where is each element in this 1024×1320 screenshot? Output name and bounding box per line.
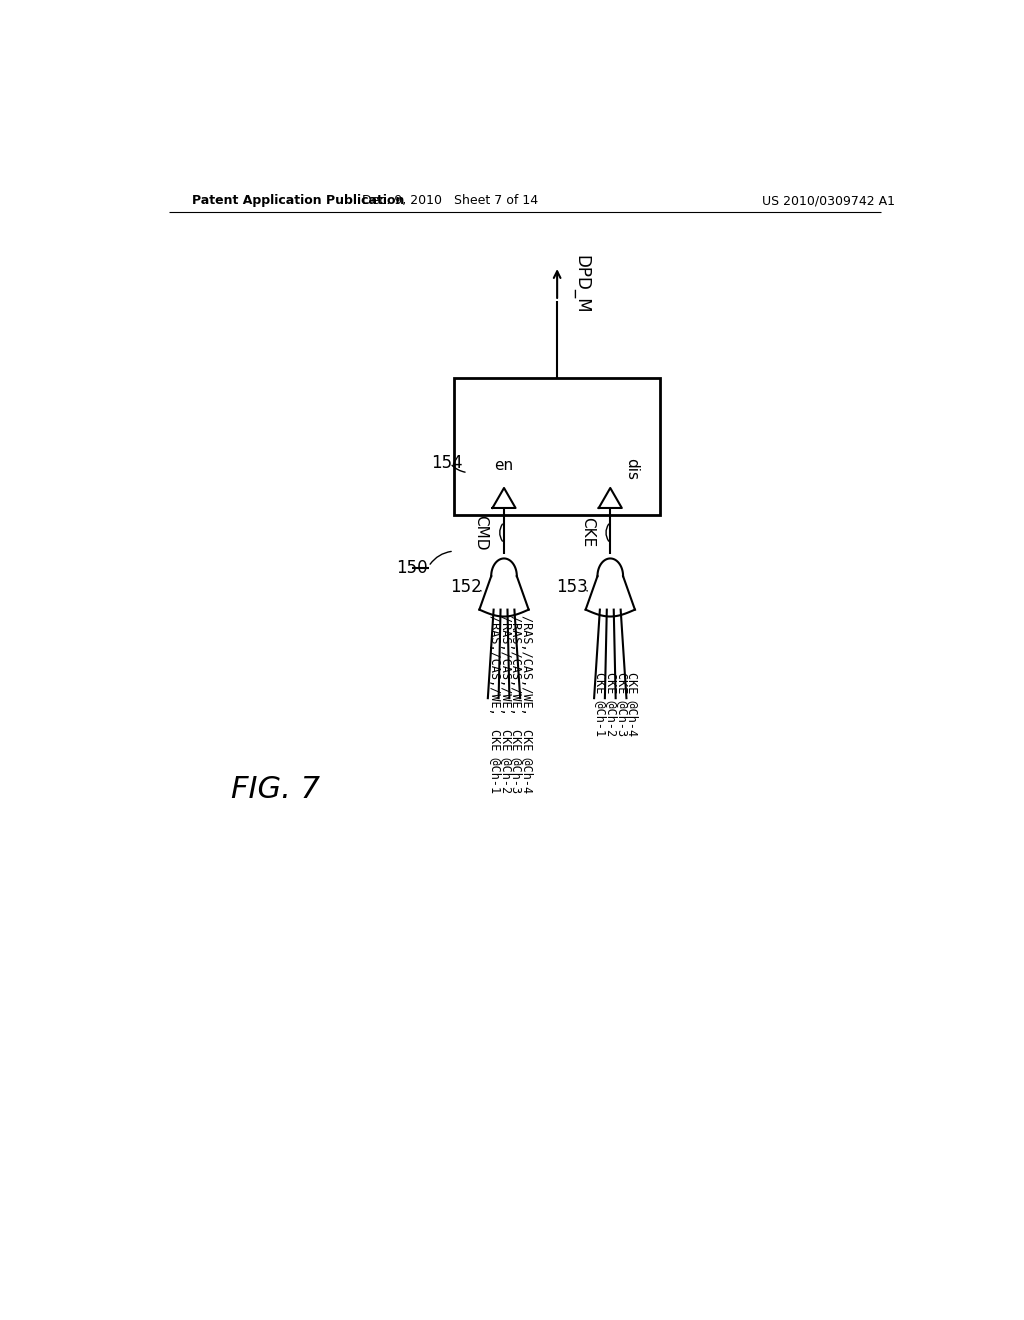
Text: 150: 150 — [396, 560, 428, 577]
Text: /RAS,/CAS,/WE,  CKE @Ch-3: /RAS,/CAS,/WE, CKE @Ch-3 — [509, 615, 522, 793]
Text: /RAS,/CAS,/WE,  CKE @Ch-1: /RAS,/CAS,/WE, CKE @Ch-1 — [487, 615, 501, 793]
Text: /RAS,/CAS,/WE,  CKE @Ch-4: /RAS,/CAS,/WE, CKE @Ch-4 — [520, 615, 534, 793]
Text: 152: 152 — [450, 578, 481, 595]
Text: FIG. 7: FIG. 7 — [230, 775, 319, 804]
Text: US 2010/0309742 A1: US 2010/0309742 A1 — [762, 194, 895, 207]
Text: Dec. 9, 2010   Sheet 7 of 14: Dec. 9, 2010 Sheet 7 of 14 — [362, 194, 539, 207]
Text: dis: dis — [625, 458, 639, 479]
Text: CKE @Ch-1: CKE @Ch-1 — [594, 672, 607, 737]
Text: DPD_M: DPD_M — [572, 255, 591, 313]
Text: /RAS,/CAS,/WE,  CKE @Ch-2: /RAS,/CAS,/WE, CKE @Ch-2 — [499, 615, 512, 793]
Text: CKE @Ch-4: CKE @Ch-4 — [627, 672, 639, 737]
Text: CKE: CKE — [580, 517, 595, 548]
Text: CKE @Ch-2: CKE @Ch-2 — [605, 672, 617, 737]
Text: 153: 153 — [556, 578, 588, 595]
Bar — [454, 378, 660, 515]
Text: CMD: CMD — [473, 515, 488, 550]
Text: 154: 154 — [431, 454, 463, 471]
Text: en: en — [495, 458, 514, 473]
Text: Patent Application Publication: Patent Application Publication — [193, 194, 404, 207]
Text: CKE @Ch-3: CKE @Ch-3 — [615, 672, 629, 737]
